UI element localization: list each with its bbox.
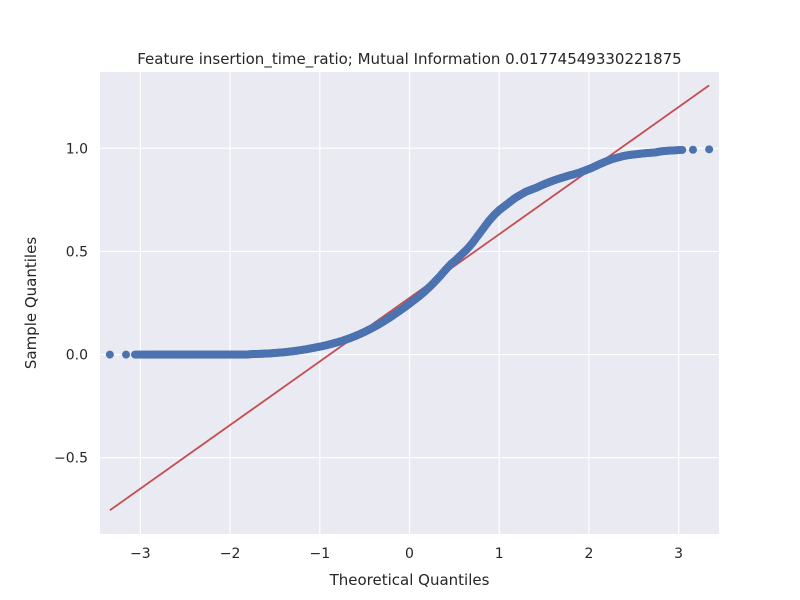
y-tick-label: 1.0: [66, 141, 88, 157]
x-tick-label: 2: [584, 546, 593, 562]
chart-title: Feature insertion_time_ratio; Mutual Inf…: [137, 50, 681, 69]
x-tick-label: −2: [220, 546, 241, 562]
x-tick-label: −1: [309, 546, 330, 562]
data-point: [688, 145, 697, 154]
data-points: [105, 145, 714, 359]
y-tick-labels: −0.5 0.0 0.5 1.0: [54, 141, 88, 466]
x-tick-label: −3: [130, 546, 151, 562]
x-tick-label: 1: [495, 546, 504, 562]
y-tick-label: 0.5: [66, 244, 88, 260]
data-point: [676, 146, 685, 155]
data-point: [122, 350, 131, 359]
data-point: [105, 350, 114, 359]
y-tick-label: −0.5: [54, 451, 88, 467]
data-point: [705, 145, 714, 154]
x-tick-label: 0: [405, 546, 414, 562]
x-tick-label: 3: [674, 546, 683, 562]
x-tick-labels: −3 −2 −1 0 1 2 3: [130, 546, 683, 562]
x-axis-label: Theoretical Quantiles: [329, 571, 490, 589]
y-axis-label: Sample Quantiles: [22, 237, 40, 369]
y-tick-label: 0.0: [66, 348, 88, 364]
